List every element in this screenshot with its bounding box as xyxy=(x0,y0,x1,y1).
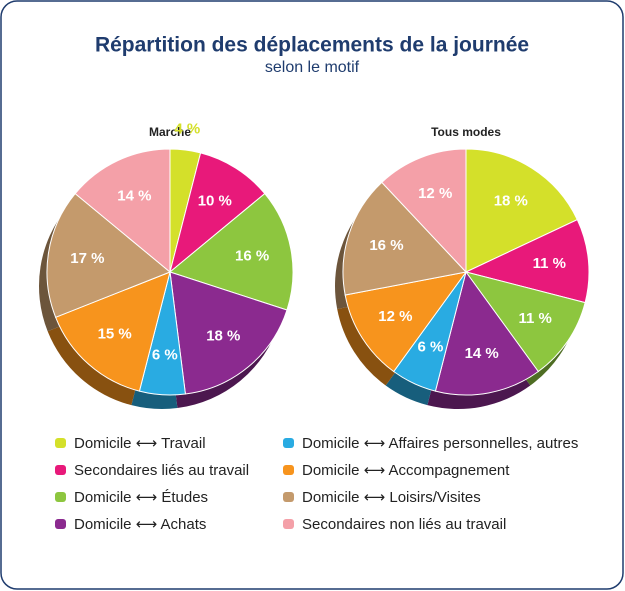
value-label: 14 % xyxy=(117,187,151,204)
legend-swatch xyxy=(55,465,66,475)
legend-label: Domicile ⟷ Achats xyxy=(74,516,206,533)
slice xyxy=(46,192,171,318)
legend-label: Domicile ⟷ Travail xyxy=(74,435,206,452)
legend-swatch xyxy=(283,519,294,529)
slice xyxy=(434,270,539,396)
value-label: 16 % xyxy=(235,247,269,264)
value-label: 6 % xyxy=(152,346,178,363)
value-label: 18 % xyxy=(206,327,240,344)
value-label: 15 % xyxy=(98,326,132,343)
title: Répartition des déplacements de la journ… xyxy=(95,34,529,57)
value-label: 14 % xyxy=(465,345,499,362)
slice xyxy=(168,192,294,311)
legend-swatch xyxy=(55,519,66,529)
value-label: 17 % xyxy=(70,250,104,267)
pie-title: Tous modes xyxy=(431,125,501,139)
legend-swatch xyxy=(55,492,66,502)
value-label: 12 % xyxy=(378,308,412,325)
legend-label: Domicile ⟷ Études xyxy=(74,489,208,506)
slice xyxy=(54,271,171,392)
value-label: 18 % xyxy=(494,192,528,209)
legend-swatch xyxy=(283,465,294,475)
legend-label: Secondaires non liés au travail xyxy=(302,516,506,533)
subtitle: selon le motif xyxy=(265,59,360,76)
slice xyxy=(344,271,468,373)
value-label: 11 % xyxy=(533,255,566,272)
legend-swatch xyxy=(283,438,294,448)
slice xyxy=(169,152,266,274)
legend-swatch xyxy=(55,438,66,448)
legend-label: Domicile ⟷ Loisirs/Visites xyxy=(302,489,481,506)
pie-title: Marche xyxy=(149,125,191,139)
legend-swatch xyxy=(283,492,294,502)
value-label: 11 % xyxy=(518,310,551,327)
value-label: 12 % xyxy=(418,185,452,202)
value-label: 4 % xyxy=(174,120,200,137)
slice xyxy=(464,271,586,373)
slice xyxy=(464,218,590,304)
slice xyxy=(465,148,578,273)
legend-label: Domicile ⟷ Accompagnement xyxy=(302,462,510,479)
legend-label: Domicile ⟷ Affaires personnelles, autres xyxy=(302,435,578,452)
value-label: 10 % xyxy=(198,192,232,209)
slice xyxy=(381,148,467,274)
legend-label: Secondaires liés au travail xyxy=(74,462,249,479)
slice xyxy=(342,181,467,296)
value-label: 16 % xyxy=(369,237,403,254)
value-label: 6 % xyxy=(417,339,443,356)
slice xyxy=(169,271,288,395)
slice xyxy=(74,148,171,274)
